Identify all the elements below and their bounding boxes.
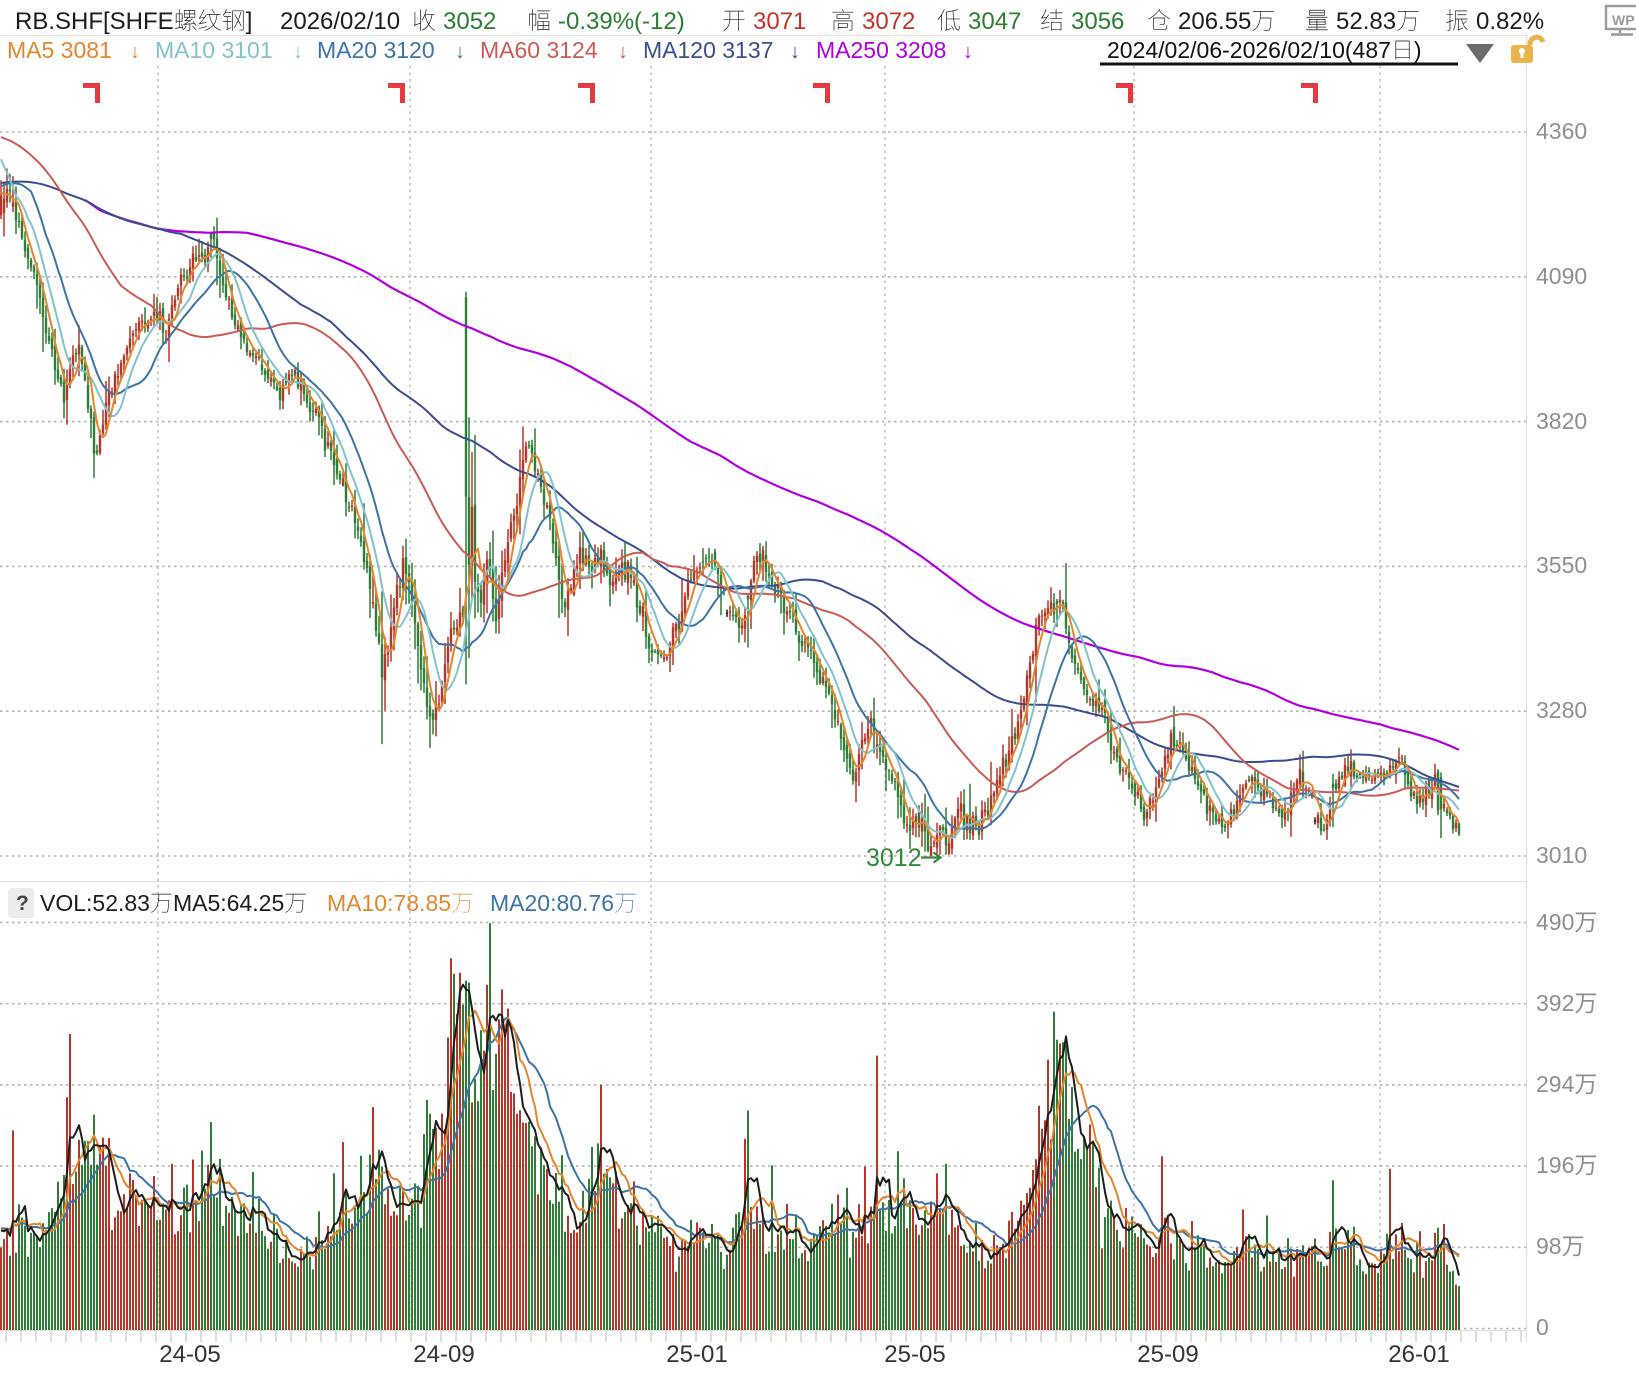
- svg-text:24-05: 24-05: [159, 1341, 220, 1368]
- svg-text:3071: 3071: [753, 8, 806, 35]
- svg-text:3052: 3052: [443, 8, 496, 35]
- svg-text:MA5 3081: MA5 3081: [7, 37, 112, 63]
- svg-text:MA10 3101: MA10 3101: [155, 37, 273, 63]
- svg-text:206.55: 206.55: [1178, 8, 1251, 35]
- svg-text:↓: ↓: [293, 41, 303, 63]
- svg-text:4360: 4360: [1536, 118, 1587, 144]
- svg-text:3012: 3012: [866, 844, 922, 872]
- svg-text:3047: 3047: [968, 8, 1021, 35]
- svg-text:↓: ↓: [618, 41, 628, 63]
- svg-text:MA250 3208: MA250 3208: [816, 37, 946, 63]
- svg-text:98万: 98万: [1536, 1233, 1585, 1259]
- svg-text:↓: ↓: [790, 41, 800, 63]
- svg-text:MA20:80.76: MA20:80.76: [490, 890, 614, 916]
- svg-text:490万: 490万: [1536, 909, 1597, 935]
- svg-text:↓: ↓: [455, 41, 465, 63]
- svg-text:3072: 3072: [862, 8, 915, 35]
- svg-text:MA5:64.25: MA5:64.25: [173, 890, 284, 916]
- svg-text:25-05: 25-05: [884, 1341, 945, 1368]
- svg-text:-0.39%(-12): -0.39%(-12): [558, 8, 685, 35]
- svg-text:3010: 3010: [1536, 842, 1587, 868]
- svg-text:WP: WP: [1612, 12, 1635, 28]
- svg-text:MA120 3137: MA120 3137: [643, 37, 773, 63]
- svg-text:2024/02/06-2026/02/10(487: 2024/02/06-2026/02/10(487: [1107, 37, 1391, 63]
- svg-text:3820: 3820: [1536, 408, 1587, 434]
- svg-text:4090: 4090: [1536, 263, 1587, 289]
- svg-text:25-01: 25-01: [666, 1341, 727, 1368]
- svg-text:196万: 196万: [1536, 1152, 1597, 1178]
- svg-text:MA10:78.85: MA10:78.85: [327, 890, 451, 916]
- svg-text:MA60 3124: MA60 3124: [480, 37, 598, 63]
- svg-text:]: ]: [246, 8, 253, 35]
- svg-text:?: ?: [16, 892, 29, 915]
- svg-text:2026/02/10: 2026/02/10: [280, 8, 400, 35]
- svg-text:26-01: 26-01: [1388, 1341, 1449, 1368]
- svg-text:↓: ↓: [130, 41, 140, 63]
- svg-text:392万: 392万: [1536, 990, 1597, 1016]
- svg-text:VOL:52.83: VOL:52.83: [40, 890, 150, 916]
- svg-text:25-09: 25-09: [1137, 1341, 1198, 1368]
- svg-text:RB.SHF[SHFE: RB.SHF[SHFE: [15, 8, 174, 35]
- svg-text:0.82%: 0.82%: [1476, 8, 1544, 35]
- svg-text:52.83: 52.83: [1336, 8, 1396, 35]
- svg-text:): ): [1414, 37, 1422, 63]
- svg-text:24-09: 24-09: [413, 1341, 474, 1368]
- svg-text:3280: 3280: [1536, 697, 1587, 723]
- svg-text:MA20 3120: MA20 3120: [317, 37, 435, 63]
- svg-text:3550: 3550: [1536, 552, 1587, 578]
- svg-text:↓: ↓: [963, 41, 973, 63]
- svg-text:3056: 3056: [1071, 8, 1124, 35]
- svg-text:294万: 294万: [1536, 1071, 1597, 1097]
- svg-text:0: 0: [1536, 1314, 1549, 1340]
